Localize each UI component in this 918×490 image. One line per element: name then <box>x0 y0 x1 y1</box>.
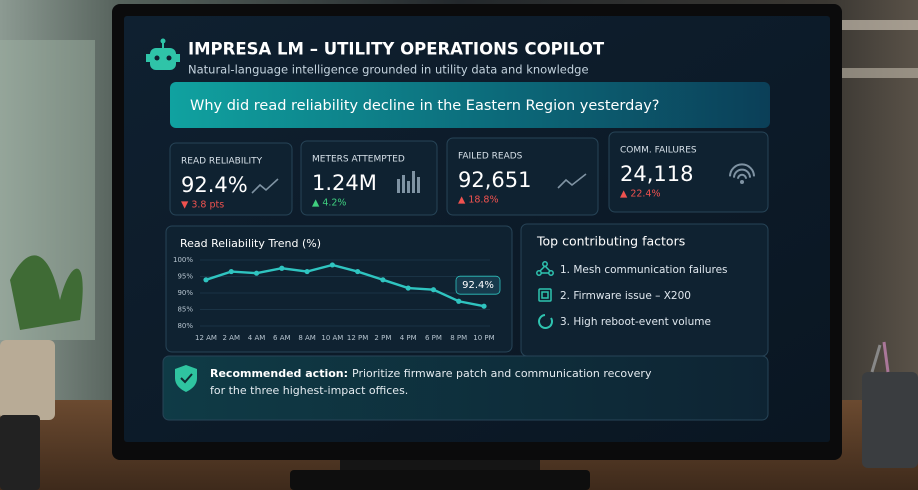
x-tick-label: 10 PM <box>473 334 494 342</box>
kpi-card <box>300 140 438 216</box>
trend-point <box>405 285 411 291</box>
trend-point <box>279 265 285 271</box>
x-tick-label: 4 PM <box>400 334 417 342</box>
trend-point <box>380 277 386 283</box>
x-tick-label: 8 AM <box>298 334 316 342</box>
trend-point <box>329 262 335 268</box>
factor-item: 3. High reboot-event volume <box>560 316 711 328</box>
trend-point <box>228 268 234 275</box>
query-bar[interactable] <box>170 82 770 128</box>
callout-text: 92.4% <box>462 280 494 291</box>
kpi-delta: ▼ 3.8 pts <box>181 200 224 211</box>
factor-item: 2. Firmware issue – X200 <box>560 290 691 302</box>
plant-pot <box>0 340 55 420</box>
mug <box>0 415 40 490</box>
action-text: Prioritize firmware patch and communicat… <box>352 367 652 380</box>
app-title: IMPRESA LM – UTILITY OPERATIONS COPILOT <box>188 40 605 59</box>
pen-holder <box>862 372 918 468</box>
shield-icon <box>175 365 197 392</box>
y-tick-label: 80% <box>177 322 193 330</box>
callout-box <box>455 275 501 295</box>
trend-point <box>253 270 260 276</box>
kpi-label: READ RELIABILITY <box>181 157 263 167</box>
kpi-delta: ▲ 22.4% <box>620 189 661 200</box>
kpi-value: 92,651 <box>458 168 531 192</box>
chart-title: Read Reliability Trend (%) <box>180 237 321 250</box>
x-tick-label: 12 AM <box>195 334 217 342</box>
trend-line <box>205 263 485 308</box>
trend-point <box>430 287 437 293</box>
trend-point <box>481 303 487 309</box>
wifi-icon <box>737 173 747 179</box>
y-tick-label: 90% <box>177 289 193 297</box>
kpi-delta: ▲ 4.2% <box>312 198 346 209</box>
x-tick-label: 8 PM <box>450 334 467 342</box>
kpi-delta: ▲ 18.8% <box>458 195 499 206</box>
bars-icon <box>402 175 405 193</box>
monitor-base <box>290 470 590 490</box>
x-tick-label: 10 AM <box>321 334 343 342</box>
factor-item: 1. Mesh communication failures <box>560 264 728 276</box>
kpi-value: 92.4% <box>181 173 248 197</box>
x-tick-label: 12 PM <box>347 334 368 342</box>
sparkline-icon <box>251 178 279 194</box>
app-subtitle: Natural-language intelligence grounded i… <box>188 63 589 77</box>
bars-icon <box>397 179 400 193</box>
kpi-card <box>169 142 293 216</box>
kpi-label: METERS ATTEMPTED <box>312 155 405 165</box>
robot-icon <box>146 38 180 70</box>
trend-point <box>203 277 209 283</box>
y-tick-label: 100% <box>173 256 193 264</box>
trend-point <box>456 298 462 304</box>
shield-check <box>180 373 193 384</box>
x-tick-label: 2 PM <box>374 334 391 342</box>
query-text[interactable]: Why did read reliability decline in the … <box>190 98 660 114</box>
kpi-label: FAILED READS <box>458 152 523 162</box>
trend-point <box>355 268 361 275</box>
y-tick-label: 95% <box>177 273 193 281</box>
pen <box>882 341 890 373</box>
plant <box>10 255 83 330</box>
x-tick-label: 6 PM <box>425 334 442 342</box>
trend-point <box>304 268 310 275</box>
kpi-card <box>446 137 599 216</box>
sparkline-icon <box>557 173 587 189</box>
reboot-icon <box>538 314 553 329</box>
ceiling-light <box>840 68 918 78</box>
bars-icon <box>417 177 420 193</box>
kpi-value: 24,118 <box>620 162 693 186</box>
ceiling-light <box>840 20 918 30</box>
mesh-icon <box>536 261 554 276</box>
factors-title: Top contributing factors <box>536 234 685 249</box>
kpi-label: COMM. FAILURES <box>620 146 697 156</box>
action-card <box>162 355 769 421</box>
x-tick-label: 4 AM <box>248 334 266 342</box>
action-text: for the three highest-impact offices. <box>210 384 408 397</box>
pen <box>870 344 882 373</box>
kpi-card <box>608 131 769 213</box>
y-tick-label: 85% <box>177 306 193 314</box>
bars-icon <box>407 181 410 193</box>
wifi-icon <box>729 163 755 177</box>
wifi-icon <box>733 168 751 178</box>
wifi-icon <box>740 180 744 184</box>
x-tick-label: 2 AM <box>223 334 241 342</box>
trend-card <box>165 225 513 353</box>
action-label: Recommended action: <box>210 367 348 380</box>
bars-icon <box>412 171 415 193</box>
chip-icon <box>538 288 552 302</box>
kpi-value: 1.24M <box>312 171 377 195</box>
x-tick-label: 6 AM <box>273 334 291 342</box>
